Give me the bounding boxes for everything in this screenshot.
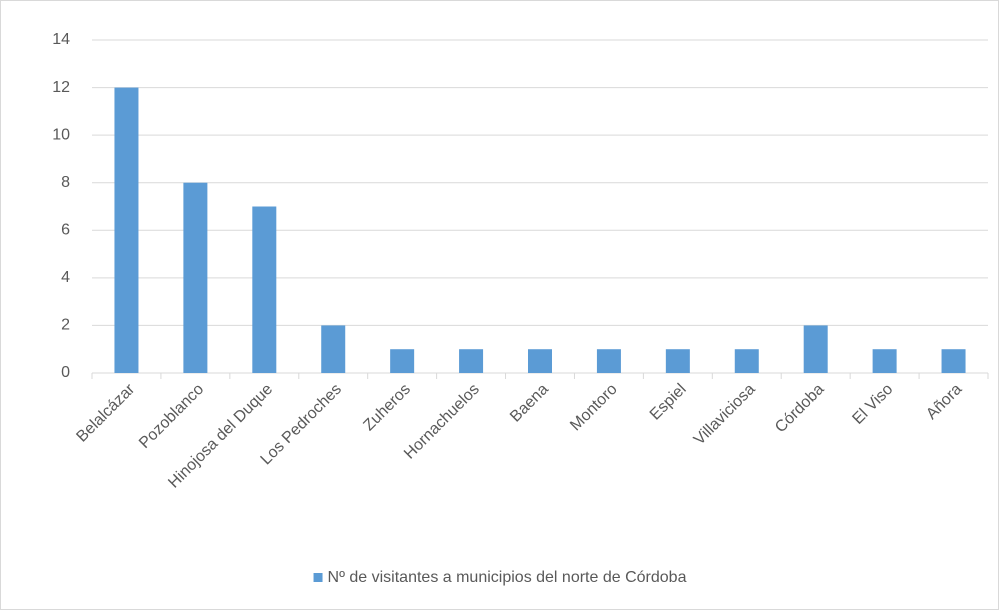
bar <box>665 349 690 373</box>
bar <box>596 349 621 373</box>
y-tick-label: 12 <box>52 79 70 96</box>
bar <box>252 206 277 373</box>
legend-swatch <box>313 573 323 582</box>
bar <box>734 349 759 373</box>
y-tick-label: 4 <box>61 269 70 286</box>
y-tick-label: 8 <box>61 174 70 191</box>
bar <box>528 349 552 373</box>
bar <box>390 349 415 373</box>
bar <box>183 182 208 373</box>
y-tick-label: 0 <box>61 364 70 381</box>
bar <box>321 325 346 373</box>
bar <box>114 87 139 374</box>
bar <box>459 349 484 373</box>
legend-label: Nº de visitantes a municipios del norte … <box>328 569 687 586</box>
y-tick-label: 2 <box>61 317 70 334</box>
bar <box>872 349 897 373</box>
bar <box>941 349 966 373</box>
y-tick-label: 10 <box>52 126 70 143</box>
y-tick-label: 6 <box>61 222 70 239</box>
y-tick-label: 14 <box>52 31 70 48</box>
bar <box>803 325 828 373</box>
